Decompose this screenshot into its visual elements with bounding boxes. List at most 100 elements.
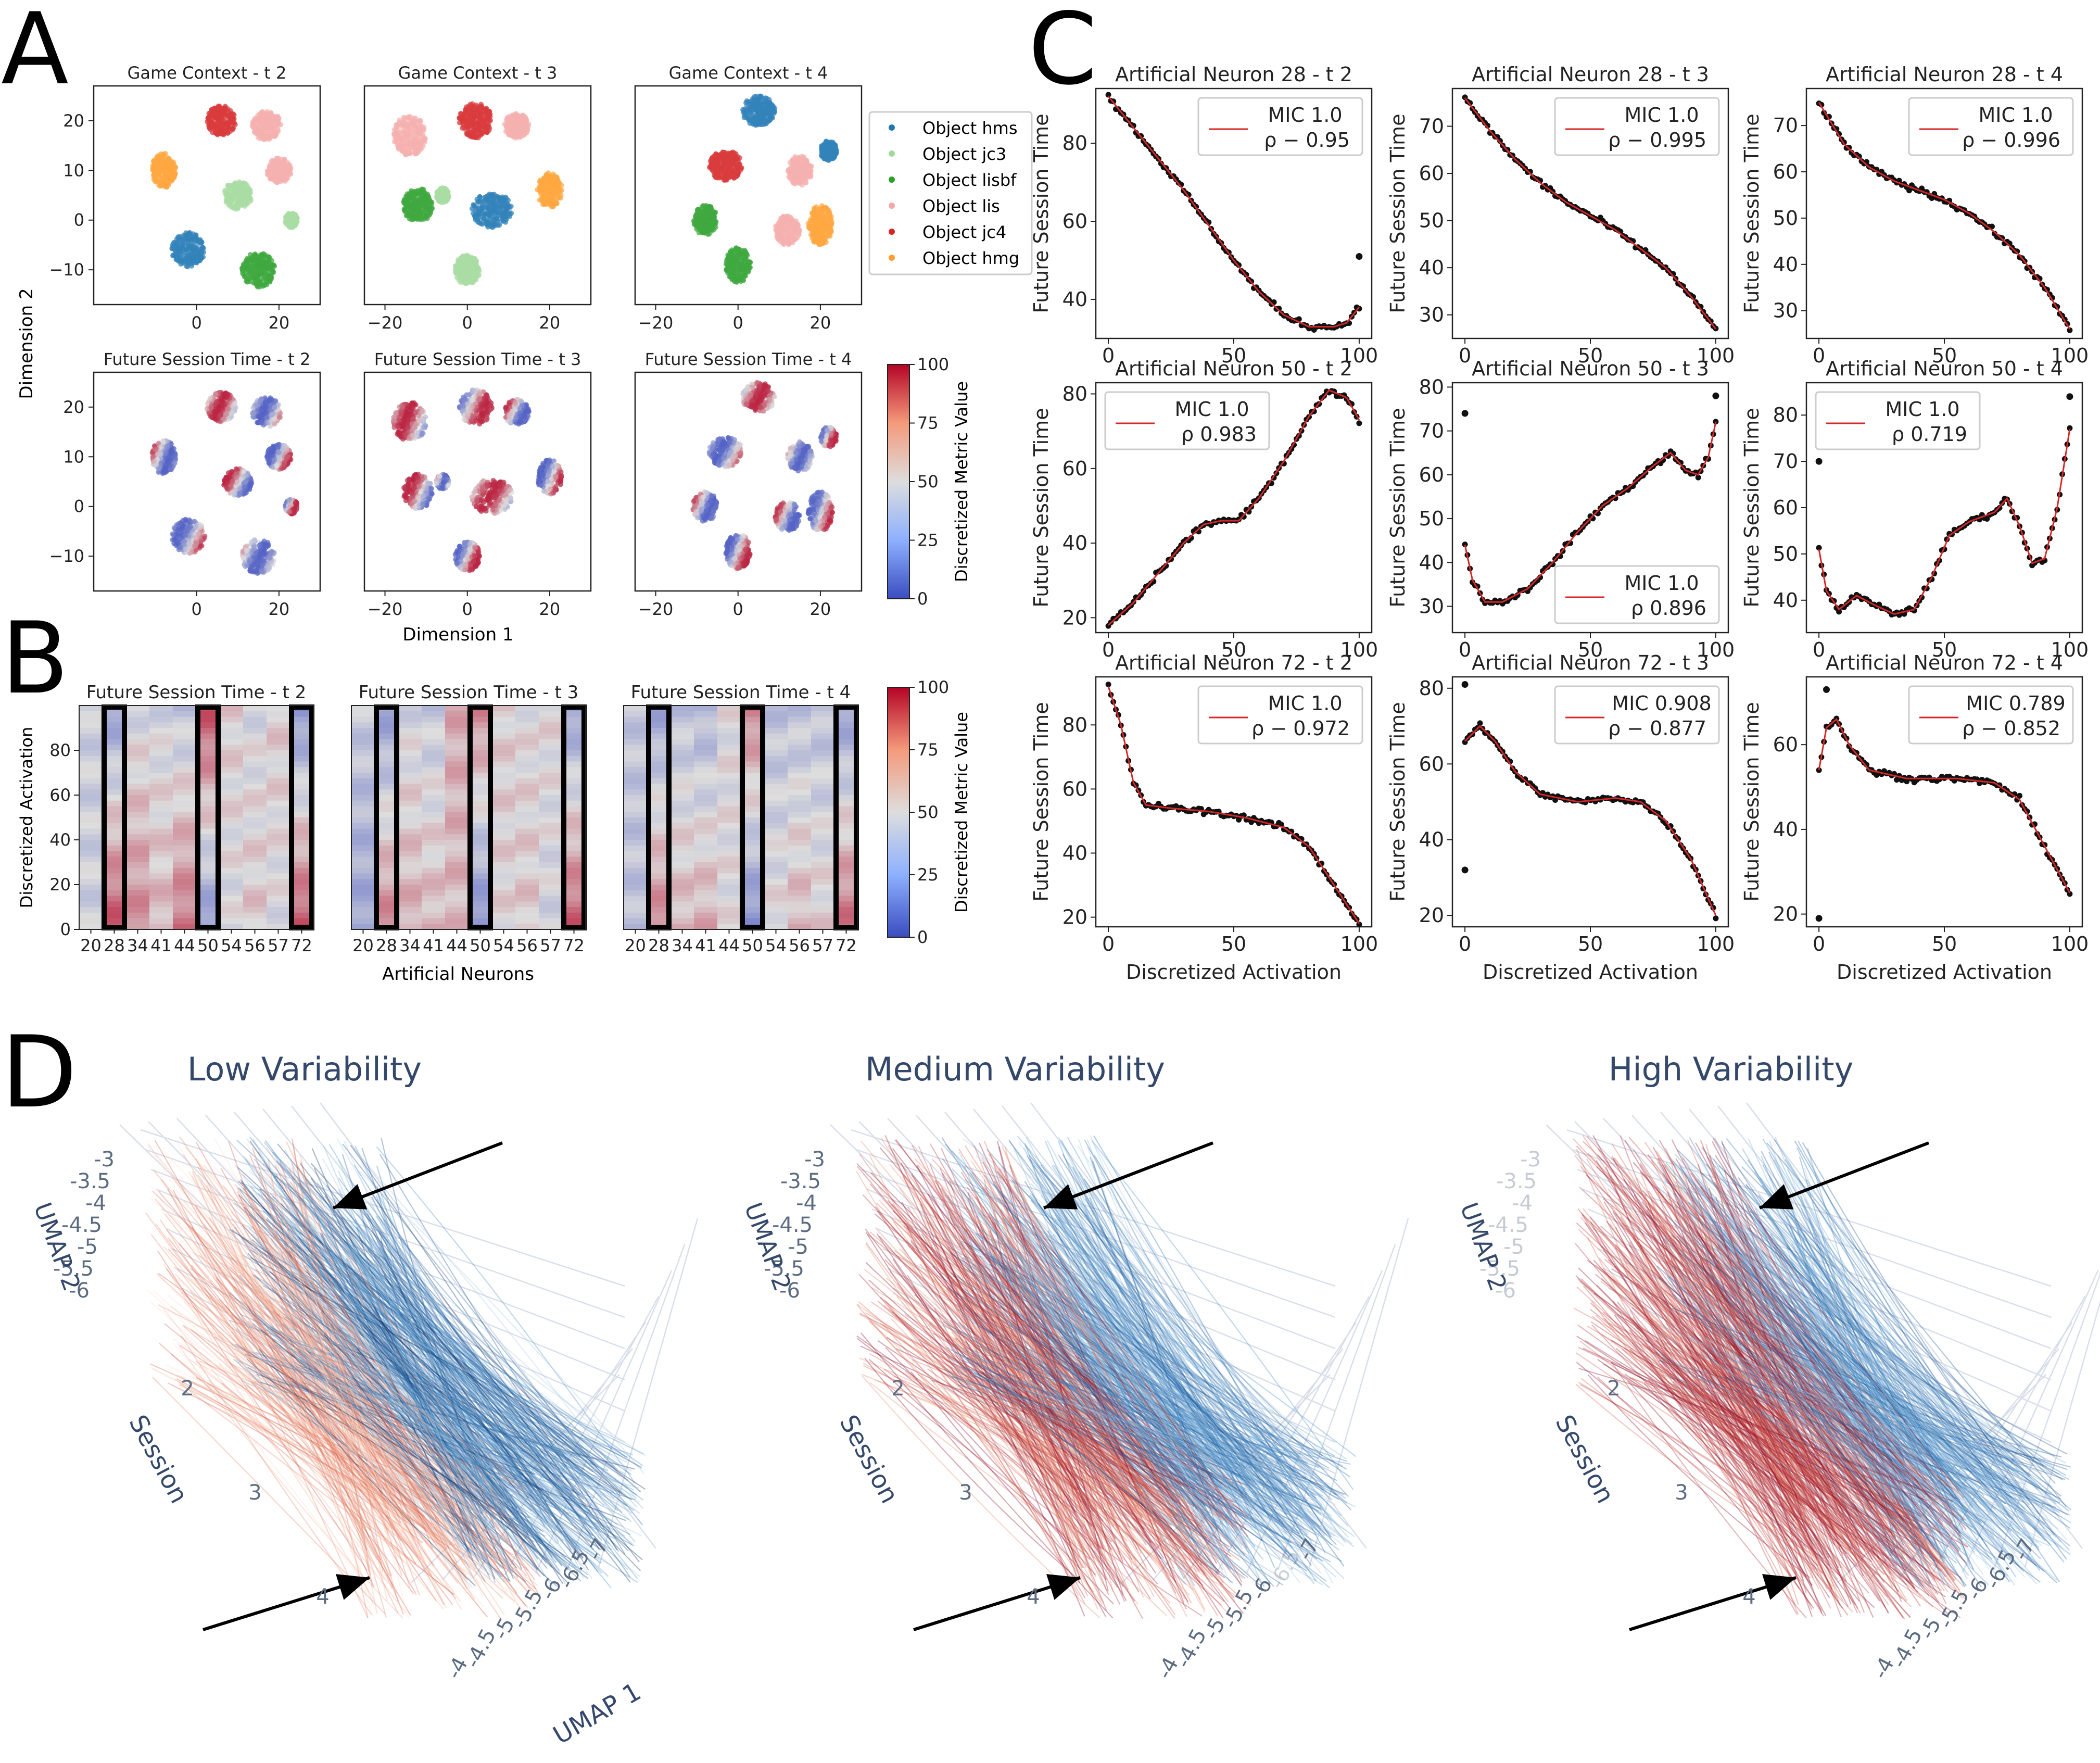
scatter-point bbox=[753, 115, 758, 120]
scatter-point bbox=[553, 200, 558, 205]
scatter-point bbox=[830, 151, 836, 156]
scatter-point bbox=[802, 173, 807, 179]
scatter-point bbox=[261, 411, 266, 417]
scatter-point bbox=[394, 130, 399, 135]
scatter-point bbox=[273, 114, 278, 119]
scatter-point bbox=[413, 124, 418, 129]
scatter-point bbox=[825, 234, 830, 239]
scatter-point bbox=[464, 281, 469, 286]
panel-a-title: Game Context - t 2 bbox=[128, 63, 287, 83]
scatter-point bbox=[747, 107, 752, 112]
scatter-point bbox=[411, 195, 416, 200]
scatter-point bbox=[232, 406, 237, 411]
scatter-point bbox=[745, 269, 751, 274]
scatter-point bbox=[255, 402, 260, 408]
scatter-point bbox=[179, 244, 184, 249]
cluster-lisbf bbox=[239, 251, 277, 290]
scatter-point bbox=[292, 217, 297, 222]
scatter-point bbox=[235, 191, 241, 196]
scatter-point bbox=[703, 228, 709, 233]
scatter-point bbox=[503, 196, 509, 201]
scatter-point bbox=[399, 144, 404, 149]
scatter-point bbox=[212, 417, 218, 422]
scatter-point bbox=[406, 205, 411, 210]
cluster-lisbf bbox=[691, 203, 719, 237]
scatter-point bbox=[258, 398, 263, 404]
scatter-point bbox=[267, 255, 272, 260]
scatter-point bbox=[214, 123, 219, 128]
scatter-point bbox=[163, 449, 169, 455]
scatter-point bbox=[719, 153, 724, 158]
cluster-lisbf bbox=[724, 245, 753, 285]
scatter-point bbox=[714, 166, 719, 171]
scatter-point bbox=[694, 212, 699, 218]
scatter-point bbox=[470, 118, 475, 123]
scatter-point bbox=[789, 166, 794, 171]
scatter-point bbox=[423, 193, 428, 198]
cluster-jc4 bbox=[205, 104, 238, 137]
scatter-point bbox=[477, 210, 482, 215]
scatter-point bbox=[171, 253, 176, 258]
scatter-point bbox=[213, 391, 218, 396]
scatter-point bbox=[544, 188, 549, 193]
scatter-point bbox=[153, 447, 158, 452]
scatter-point bbox=[701, 221, 706, 226]
scatter-point bbox=[484, 205, 489, 210]
scatter-point bbox=[172, 460, 178, 465]
scatter-point bbox=[735, 259, 740, 264]
scatter-point bbox=[474, 111, 479, 116]
scatter-point bbox=[550, 183, 555, 188]
scatter-point bbox=[259, 420, 264, 425]
scatter-point bbox=[819, 208, 825, 213]
y-tick-label: 10 bbox=[63, 160, 84, 180]
scatter-point bbox=[268, 265, 273, 270]
scatter-point bbox=[290, 211, 296, 217]
scatter-point bbox=[821, 230, 826, 235]
scatter-point bbox=[417, 129, 422, 134]
scatter-point bbox=[254, 254, 259, 259]
scatter-point bbox=[207, 125, 212, 131]
scatter-point bbox=[810, 236, 815, 241]
scatter-point bbox=[227, 183, 233, 188]
scatter-point bbox=[506, 127, 511, 132]
scatter-point bbox=[467, 123, 472, 128]
scatter-point bbox=[469, 107, 474, 112]
scatter-point bbox=[806, 221, 811, 226]
scatter-point bbox=[792, 229, 798, 234]
scatter-point bbox=[709, 163, 714, 168]
x-tick-label: 0 bbox=[192, 313, 202, 333]
scatter-point bbox=[761, 111, 766, 117]
scatter-point bbox=[264, 282, 269, 287]
scatter-point bbox=[257, 124, 262, 129]
x-tick-label: 20 bbox=[539, 313, 561, 333]
scatter-point bbox=[552, 179, 557, 184]
cluster-lis bbox=[250, 109, 284, 142]
scatter-point bbox=[232, 120, 237, 125]
scatter-point bbox=[780, 224, 785, 230]
scatter-point bbox=[418, 190, 423, 195]
scatter-point bbox=[395, 122, 400, 128]
scatter-point bbox=[545, 197, 550, 203]
x-tick-label: 0 bbox=[733, 313, 743, 333]
scatter-point bbox=[255, 283, 260, 288]
scatter-point bbox=[162, 469, 168, 474]
panel-letter-b: B bbox=[1, 601, 69, 716]
cluster-lis bbox=[773, 213, 802, 247]
scatter-point bbox=[508, 211, 513, 217]
panel-letter-a: A bbox=[1, 0, 69, 107]
scatter-point bbox=[271, 270, 276, 275]
scatter-point bbox=[184, 247, 189, 252]
scatter-point bbox=[404, 213, 409, 218]
scatter-point bbox=[474, 262, 479, 267]
scatter-point bbox=[723, 157, 728, 162]
scatter-point bbox=[478, 105, 484, 110]
x-tick-label: 20 bbox=[810, 313, 831, 333]
x-tick-label: −20 bbox=[638, 313, 674, 333]
scatter-point bbox=[262, 265, 268, 270]
scatter-point bbox=[171, 455, 176, 460]
scatter-point bbox=[743, 100, 749, 106]
scatter-point bbox=[214, 400, 219, 405]
scatter-point bbox=[200, 246, 206, 251]
scatter-point bbox=[707, 214, 712, 219]
scatter-point bbox=[150, 163, 155, 169]
